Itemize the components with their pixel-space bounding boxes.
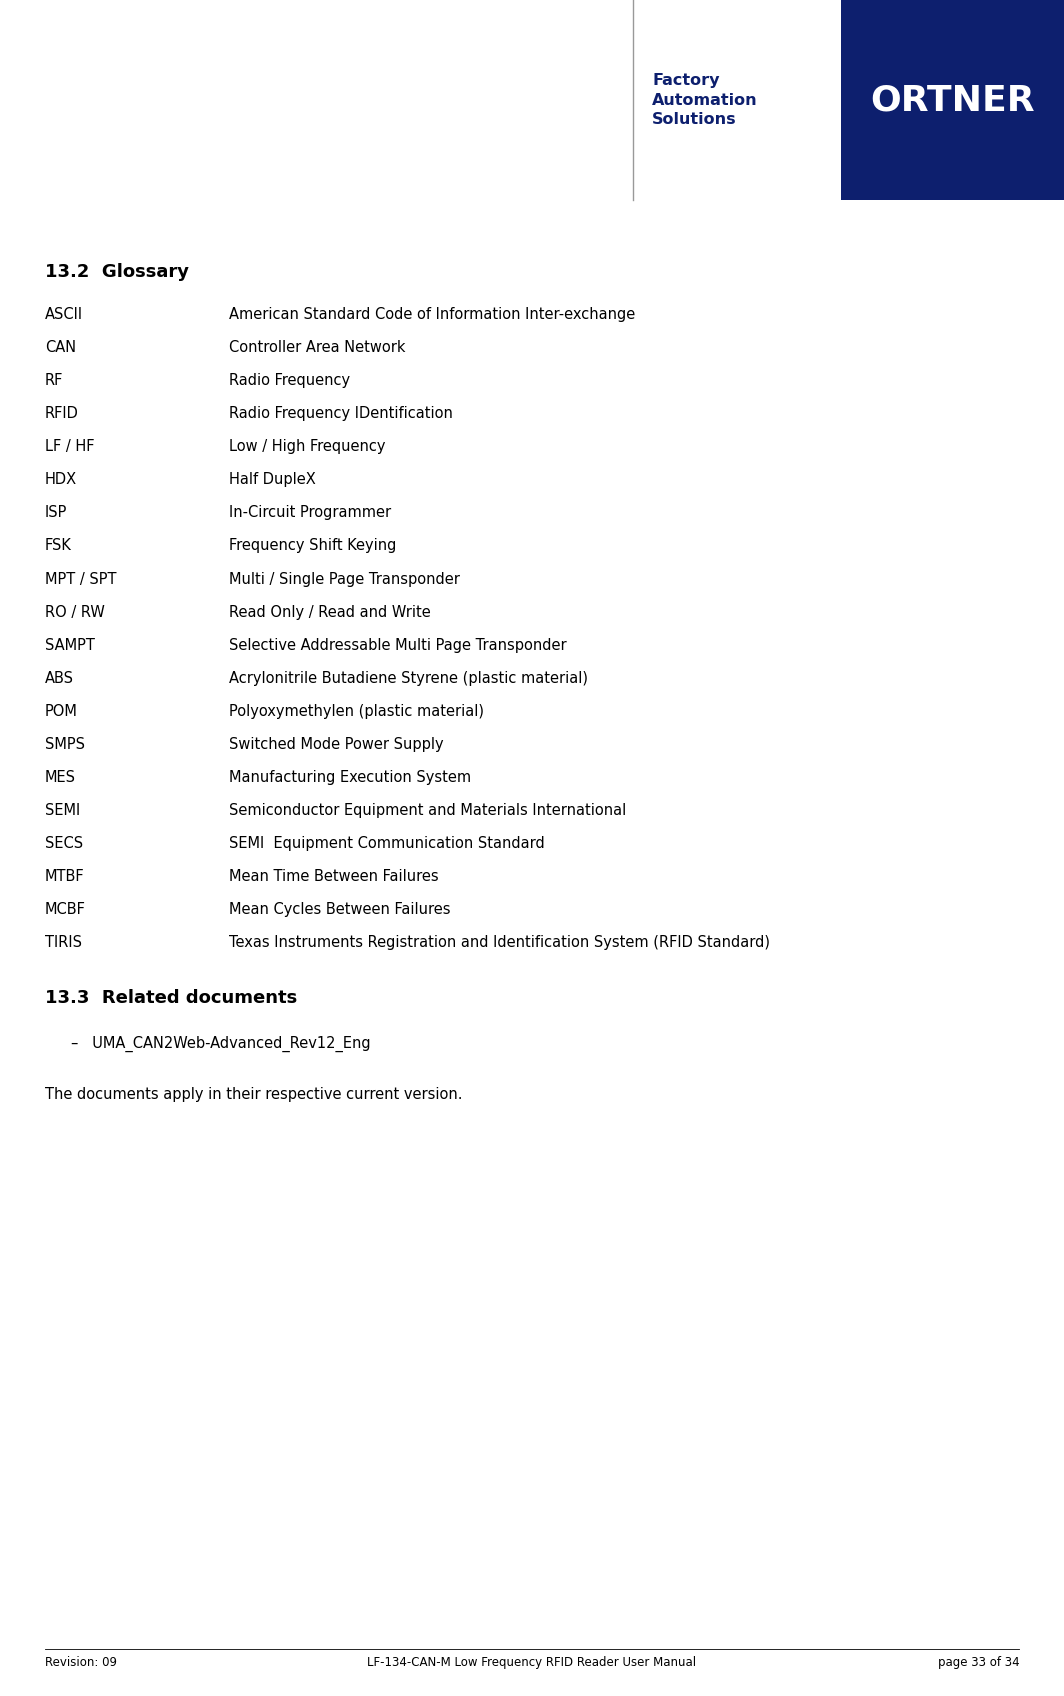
Text: Radio Frequency IDentification: Radio Frequency IDentification [229,405,452,421]
Text: SEMI: SEMI [45,802,80,817]
Bar [841,0,1064,200]
Text: Multi / Single Page Transponder: Multi / Single Page Transponder [229,572,460,587]
Text: In-Circuit Programmer: In-Circuit Programmer [229,505,390,521]
Text: page 33 of 34: page 33 of 34 [937,1655,1019,1669]
Text: RFID: RFID [45,405,79,421]
Text: American Standard Code of Information Inter-exchange: American Standard Code of Information In… [229,307,635,322]
Text: SEMI  Equipment Communication Standard: SEMI Equipment Communication Standard [229,836,545,851]
Text: ABS: ABS [45,670,73,685]
Text: Mean Cycles Between Failures: Mean Cycles Between Failures [229,902,450,918]
Text: CAN: CAN [45,339,76,354]
Text: Semiconductor Equipment and Materials International: Semiconductor Equipment and Materials In… [229,802,626,817]
Text: Low / High Frequency: Low / High Frequency [229,439,385,455]
Text: LF-134-CAN-M Low Frequency RFID Reader User Manual: LF-134-CAN-M Low Frequency RFID Reader U… [367,1655,697,1669]
Text: 13.2  Glossary: 13.2 Glossary [45,263,188,282]
Text: MTBF: MTBF [45,868,84,884]
Text: Radio Frequency: Radio Frequency [229,373,350,388]
Text: MES: MES [45,770,76,785]
Text: RO / RW: RO / RW [45,604,104,619]
Text: Half DupleX: Half DupleX [229,471,316,487]
Text: –   UMA_CAN2Web-Advanced_Rev12_Eng: – UMA_CAN2Web-Advanced_Rev12_Eng [71,1036,371,1053]
Text: Read Only / Read and Write: Read Only / Read and Write [229,604,431,619]
Text: ASCII: ASCII [45,307,83,322]
Text: RF: RF [45,373,63,388]
Text: ISP: ISP [45,505,67,521]
Text: Revision: 09: Revision: 09 [45,1655,117,1669]
Text: Manufacturing Execution System: Manufacturing Execution System [229,770,471,785]
Text: MCBF: MCBF [45,902,85,918]
Text: Frequency Shift Keying: Frequency Shift Keying [229,538,396,553]
Text: 13.3  Related documents: 13.3 Related documents [45,989,297,1007]
Text: Controller Area Network: Controller Area Network [229,339,405,354]
Text: SECS: SECS [45,836,83,851]
Text: Switched Mode Power Supply: Switched Mode Power Supply [229,736,444,751]
Text: SAMPT: SAMPT [45,638,95,653]
Text: TIRIS: TIRIS [45,934,82,950]
Text: Mean Time Between Failures: Mean Time Between Failures [229,868,438,884]
Text: ORTNER: ORTNER [870,83,1034,117]
Text: POM: POM [45,704,78,719]
Text: LF / HF: LF / HF [45,439,95,455]
Text: FSK: FSK [45,538,71,553]
Text: Acrylonitrile Butadiene Styrene (plastic material): Acrylonitrile Butadiene Styrene (plastic… [229,670,587,685]
Text: HDX: HDX [45,471,77,487]
Text: Factory
Automation
Solutions: Factory Automation Solutions [652,73,758,127]
Text: Polyoxymethylen (plastic material): Polyoxymethylen (plastic material) [229,704,484,719]
Text: Texas Instruments Registration and Identification System (RFID Standard): Texas Instruments Registration and Ident… [229,934,769,950]
Text: SMPS: SMPS [45,736,85,751]
Text: Selective Addressable Multi Page Transponder: Selective Addressable Multi Page Transpo… [229,638,566,653]
Text: The documents apply in their respective current version.: The documents apply in their respective … [45,1087,462,1102]
Text: MPT / SPT: MPT / SPT [45,572,116,587]
